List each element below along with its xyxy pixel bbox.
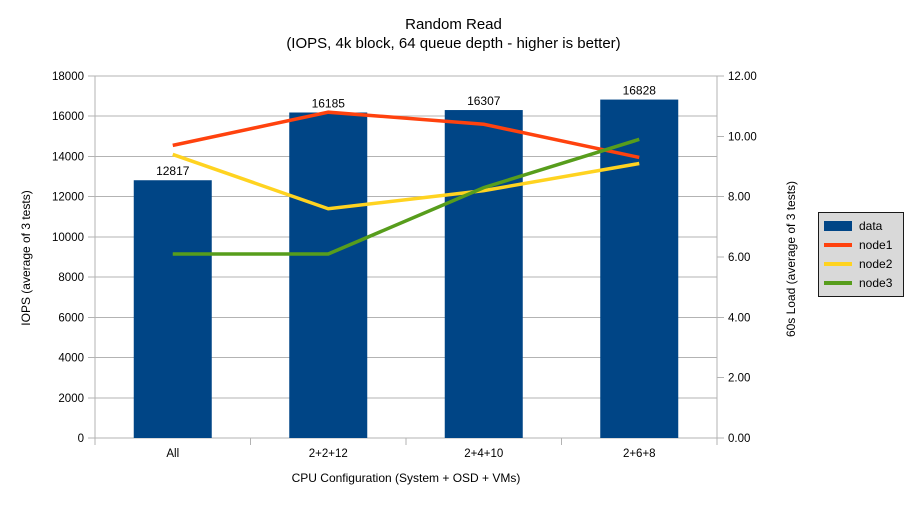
left-tick-label: 2000: [58, 393, 84, 405]
legend-swatch-data: [824, 221, 852, 231]
legend-item-data: data: [824, 217, 903, 235]
legend-label: node3: [859, 276, 893, 290]
legend-swatch-node2: [824, 262, 852, 266]
category-label: 2+4+10: [464, 448, 503, 460]
right-tick-label: 12.00: [728, 71, 757, 83]
right-tick-label: 4.00: [728, 312, 750, 324]
legend-item-node3: node3: [824, 274, 903, 292]
right-axis-title: 60s Load (average of 3 tests): [784, 180, 798, 338]
legend-swatch-node3: [824, 281, 852, 285]
category-label: 2+2+12: [309, 448, 348, 460]
left-tick-label: 16000: [52, 111, 84, 123]
right-tick-label: 8.00: [728, 192, 750, 204]
line-node1: [172, 110, 640, 160]
right-tick-label: 6.00: [728, 252, 750, 264]
bar-series-data: [133, 99, 679, 439]
right-tick-label: 0.00: [728, 433, 750, 445]
chart-subtitle: (IOPS, 4k block, 64 queue depth - higher…: [286, 35, 621, 52]
bar-value-label: 16307: [467, 94, 501, 108]
bar-value-label: 12817: [156, 164, 190, 178]
right-tick-label: 2.00: [728, 373, 750, 385]
bar-value-label: 16828: [623, 84, 657, 98]
legend-label: node1: [859, 238, 893, 252]
bar: [133, 180, 212, 438]
bar: [444, 110, 523, 439]
left-tick-label: 8000: [58, 272, 84, 284]
left-tick-label: 12000: [52, 192, 84, 204]
legend-item-node2: node2: [824, 255, 903, 273]
legend-label: data: [859, 219, 883, 233]
chart-title: Random Read: [405, 16, 502, 33]
left-axis-title: IOPS (average of 3 tests): [19, 190, 33, 326]
left-tick-label: 10000: [52, 232, 84, 244]
bar-value-label: 16185: [312, 97, 346, 111]
left-tick-label: 4000: [58, 353, 84, 365]
right-tick-label: 10.00: [728, 131, 757, 143]
left-tick-label: 6000: [58, 312, 84, 324]
legend: data node1 node2 node3: [818, 212, 904, 297]
bar: [289, 112, 368, 439]
legend-item-node1: node1: [824, 236, 903, 254]
left-tick-label: 18000: [52, 71, 84, 83]
x-axis-title: CPU Configuration (System + OSD + VMs): [291, 471, 521, 485]
line-node3: [172, 137, 640, 256]
legend-label: node2: [859, 257, 893, 271]
left-tick-label: 0: [78, 433, 84, 445]
line-node2: [172, 152, 640, 211]
legend-swatch-node1: [824, 243, 852, 247]
left-tick-label: 14000: [52, 151, 84, 163]
category-label: 2+6+8: [623, 448, 656, 460]
category-label: All: [166, 448, 179, 460]
